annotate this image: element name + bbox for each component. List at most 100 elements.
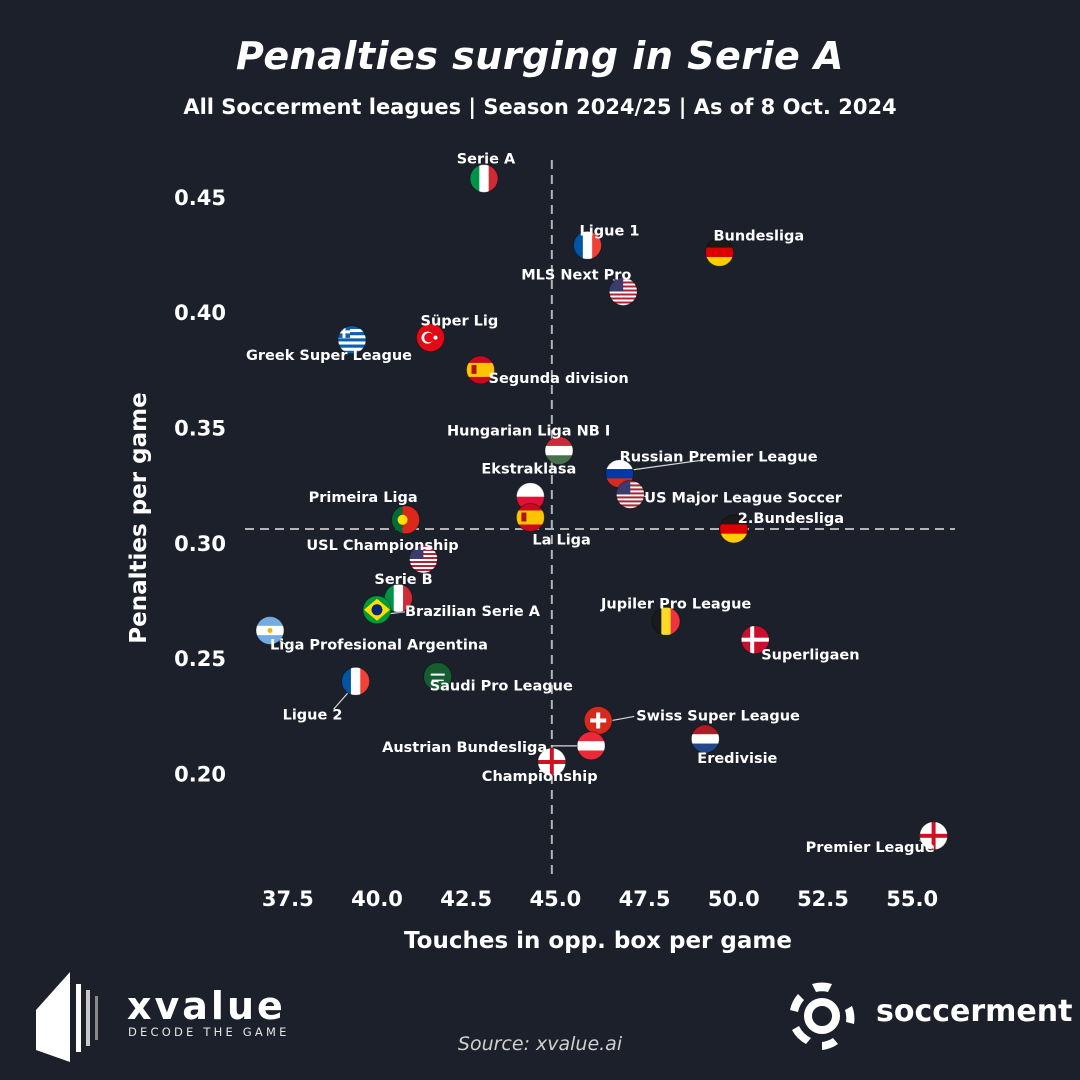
chart-subtitle: All Soccerment leagues | Season 2024/25 … (183, 95, 897, 119)
brazil-flag-icon (363, 595, 391, 624)
saudi-flag-icon (423, 662, 452, 691)
label-saudi-pro-league: Saudi Pro League (430, 679, 573, 695)
label-swiss-super-league: Swiss Super League (636, 709, 800, 725)
argentina-flag-icon (256, 616, 284, 645)
spain-flag-icon (466, 355, 495, 384)
italy-flag-icon (470, 164, 498, 193)
label-usl-championship: USL Championship (306, 538, 458, 554)
data-points (255, 164, 949, 851)
label-ekstraklasa: Ekstraklasa (481, 462, 576, 478)
point-primeira-liga (391, 505, 421, 535)
point-premier-league (919, 821, 949, 851)
y-axis-ticks: 0.20 0.25 0.30 0.35 0.40 0.45 (174, 186, 226, 787)
label-2-bundesliga: 2.Bundesliga (738, 511, 844, 527)
italy-flag-icon (384, 584, 413, 613)
point-superligaen (740, 625, 770, 655)
point-jupiler-pro-league (651, 606, 681, 636)
y-tick-label: 0.20 (174, 763, 226, 787)
x-tick-label: 50.0 (708, 887, 760, 911)
russia-flag-icon (605, 459, 634, 488)
xvalue-wordmark: xvalue (127, 984, 286, 1028)
hungary-flag-icon (545, 436, 573, 465)
leader-line (388, 611, 406, 615)
label-superligaen: Superligaen (761, 648, 859, 664)
point-ligue-2 (341, 666, 371, 696)
chart-title: Penalties surging in Serie A (236, 34, 844, 78)
label-premier-league: Premier League (806, 840, 935, 856)
point-2-bundesliga (719, 514, 749, 544)
label-us-major-league-soccer: US Major League Soccer (644, 490, 842, 506)
xvalue-tagline: DECODE THE GAME (128, 1025, 290, 1039)
france-flag-icon (341, 667, 370, 696)
france-flag-icon (573, 231, 602, 260)
point-labels: Serie A Ligue 1 Bundesliga MLS Next Pro Süpe… (246, 152, 935, 856)
england-flag-icon (537, 748, 566, 776)
germany-flag-icon (705, 238, 734, 267)
point-us-major-league-soccer (615, 479, 645, 509)
point-brazilian-serie-a (362, 595, 392, 625)
y-tick-label: 0.45 (174, 186, 226, 210)
xvalue-logo (36, 972, 98, 1062)
label-liga-profesional-argentina: Liga Profesional Argentina (270, 638, 488, 654)
point-austrian-bundesliga (576, 731, 606, 761)
label-segunda-division: Segunda division (489, 371, 629, 387)
netherlands-flag-icon (691, 724, 720, 753)
england-flag-icon (919, 821, 948, 850)
leader-line (333, 692, 349, 710)
austria-flag-icon (577, 731, 606, 760)
x-tick-label: 37.5 (262, 887, 314, 911)
label-eredivisie: Eredivisie (697, 751, 777, 767)
label-brazilian-serie-a: Brazilian Serie A (405, 604, 541, 620)
soccerment-wordmark: soccerment (876, 994, 1073, 1029)
point-ligue-1 (573, 230, 602, 260)
x-tick-label: 47.5 (619, 887, 671, 911)
germany-flag-icon (719, 515, 748, 543)
x-tick-label: 45.0 (529, 887, 581, 911)
point-eredivisie (690, 724, 720, 754)
x-tick-label: 52.5 (797, 887, 849, 911)
label-hungarian-liga-nb-i: Hungarian Liga NB I (447, 424, 610, 440)
label-greek-super-league: Greek Super League (246, 348, 412, 364)
x-axis-title: Touches in opp. box per game (404, 928, 792, 954)
point-hungarian-liga-nb-i (544, 436, 574, 466)
point-swiss-super-league (583, 706, 613, 735)
leader-line (612, 715, 635, 722)
y-axis-title: Penalties per game (126, 392, 152, 643)
source-note: Source: xvalue.ai (457, 1033, 623, 1055)
belgium-flag-icon (652, 607, 680, 636)
point-s-per-lig (416, 323, 445, 353)
label-russian-premier-league: Russian Premier League (620, 450, 818, 466)
point-liga-profesional-argentina (255, 616, 285, 645)
label-serie-b: Serie B (374, 572, 432, 588)
switzerland-flag-icon (584, 706, 613, 735)
x-tick-label: 42.5 (440, 887, 492, 911)
y-tick-label: 0.25 (174, 647, 226, 671)
label-s-per-lig: Süper Lig (421, 314, 499, 330)
x-axis-ticks: 37.5 40.0 42.5 45.0 47.5 50.0 52.5 55.0 (262, 887, 938, 911)
point-la-liga (515, 503, 545, 532)
denmark-flag-icon (741, 625, 770, 654)
point-championship (537, 747, 567, 777)
label-mls-next-pro: MLS Next Pro (521, 268, 631, 284)
y-tick-label: 0.30 (174, 532, 226, 556)
label-serie-a: Serie A (457, 152, 516, 168)
reference-lines (245, 160, 955, 875)
label-la-liga: La Liga (532, 533, 590, 549)
usa-flag-icon (616, 480, 645, 509)
label-austrian-bundesliga: Austrian Bundesliga (382, 740, 547, 756)
y-tick-label: 0.35 (174, 417, 226, 441)
soccerment-logo (790, 982, 855, 1050)
x-tick-label: 40.0 (351, 887, 403, 911)
label-ligue-2: Ligue 2 (283, 707, 343, 723)
x-tick-label: 55.0 (886, 887, 938, 911)
spain-flag-icon (516, 503, 545, 532)
leader-line (633, 459, 706, 471)
point-saudi-pro-league (423, 662, 453, 692)
label-ligue-1: Ligue 1 (580, 223, 640, 239)
point-segunda-division (466, 355, 495, 385)
label-bundesliga: Bundesliga (714, 228, 805, 244)
label-jupiler-pro-league: Jupiler Pro League (600, 596, 751, 612)
point-bundesliga (705, 237, 734, 267)
y-tick-label: 0.40 (174, 301, 226, 325)
scatter-chart: 37.5 40.0 42.5 45.0 47.5 50.0 52.5 55.0 0.200.2… (126, 152, 955, 954)
